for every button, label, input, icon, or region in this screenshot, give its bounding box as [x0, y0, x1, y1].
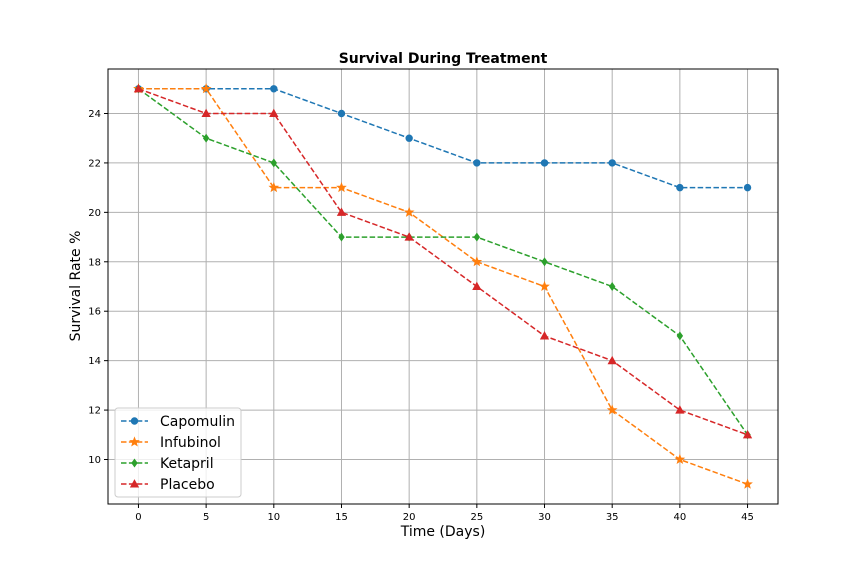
legend-box: [114, 407, 242, 498]
legend-label: Infubinol: [160, 435, 221, 451]
data-point: [473, 232, 481, 242]
data-point: [539, 331, 550, 340]
data-point: [336, 182, 347, 193]
data-point: [606, 404, 618, 415]
data-point: [133, 83, 144, 93]
x-axis-label: Time (Days): [400, 524, 486, 540]
legend-marker: [129, 479, 140, 488]
y-axis-label: Survival Rate %: [68, 231, 84, 342]
series-line: [138, 88, 748, 436]
data-point: [608, 159, 616, 167]
x-tick-label: 20: [403, 512, 416, 523]
series-group: [133, 83, 753, 489]
x-tick-label: 25: [470, 512, 483, 523]
axis-ticks: 0 5 10 15 20 25 30 35 40 45 10 12 14 16 18 20 22 24: [88, 109, 754, 523]
y-tick-label: 14: [88, 356, 101, 367]
series-line: [138, 88, 749, 436]
series-infubinol: [133, 83, 753, 489]
y-tick-label: 16: [88, 307, 101, 318]
data-point: [674, 453, 686, 465]
y-tick-label: 10: [88, 455, 101, 466]
x-tick-label: 35: [606, 512, 619, 523]
y-tick-label: 18: [88, 257, 101, 268]
legend-entry: Placebo: [121, 477, 215, 493]
data-point: [338, 232, 345, 242]
data-point: [541, 257, 548, 267]
data-point: [473, 159, 481, 167]
data-point: [202, 133, 210, 143]
data-point: [336, 207, 347, 216]
data-point: [269, 108, 279, 118]
data-point: [201, 108, 211, 118]
series-placebo: [133, 83, 753, 439]
y-tick-label: 22: [88, 158, 101, 169]
legend-marker: [131, 458, 138, 468]
legend-marker: [130, 417, 139, 425]
series-line: [138, 88, 748, 485]
data-point: [743, 183, 752, 192]
data-point: [539, 280, 550, 292]
legend: Capomulin Infubinol Ketapril Placebo: [114, 407, 242, 498]
legend-label: Placebo: [160, 477, 215, 493]
x-tick-label: 15: [335, 512, 348, 523]
data-point: [337, 109, 346, 118]
data-point: [676, 331, 684, 341]
x-tick-label: 30: [538, 512, 551, 523]
data-point: [742, 429, 753, 439]
series-capomulin: [134, 85, 752, 192]
data-point: [270, 85, 278, 93]
series-line: [138, 88, 748, 189]
data-point: [268, 182, 280, 193]
legend-label: Ketapril: [160, 456, 214, 472]
data-point: [405, 134, 413, 142]
data-point: [472, 281, 482, 291]
data-point: [540, 159, 549, 167]
data-point: [608, 282, 616, 291]
data-point: [200, 83, 212, 94]
x-tick-label: 45: [741, 512, 754, 523]
plot-frame: [107, 68, 779, 505]
x-tick-label: 5: [203, 512, 209, 523]
legend-label: Capomulin: [160, 414, 235, 430]
legend-entry: Infubinol: [121, 435, 221, 451]
data-point: [404, 232, 414, 241]
data-point: [742, 478, 753, 489]
y-tick-label: 12: [88, 406, 101, 417]
x-tick-label: 10: [267, 512, 280, 523]
legend-marker: [129, 436, 140, 447]
data-point: [676, 183, 684, 192]
x-tick-label: 40: [674, 512, 687, 523]
x-tick-label: 0: [135, 512, 141, 523]
y-tick-label: 20: [88, 208, 101, 219]
data-point: [675, 405, 685, 414]
legend-entry: Capomulin: [121, 414, 235, 430]
data-point: [403, 206, 415, 217]
chart-title: Survival During Treatment: [339, 51, 548, 67]
data-point: [270, 158, 278, 168]
legend-entry: Ketapril: [121, 456, 214, 472]
y-tick-label: 24: [88, 109, 101, 120]
data-point: [607, 355, 617, 365]
data-point: [471, 256, 483, 267]
